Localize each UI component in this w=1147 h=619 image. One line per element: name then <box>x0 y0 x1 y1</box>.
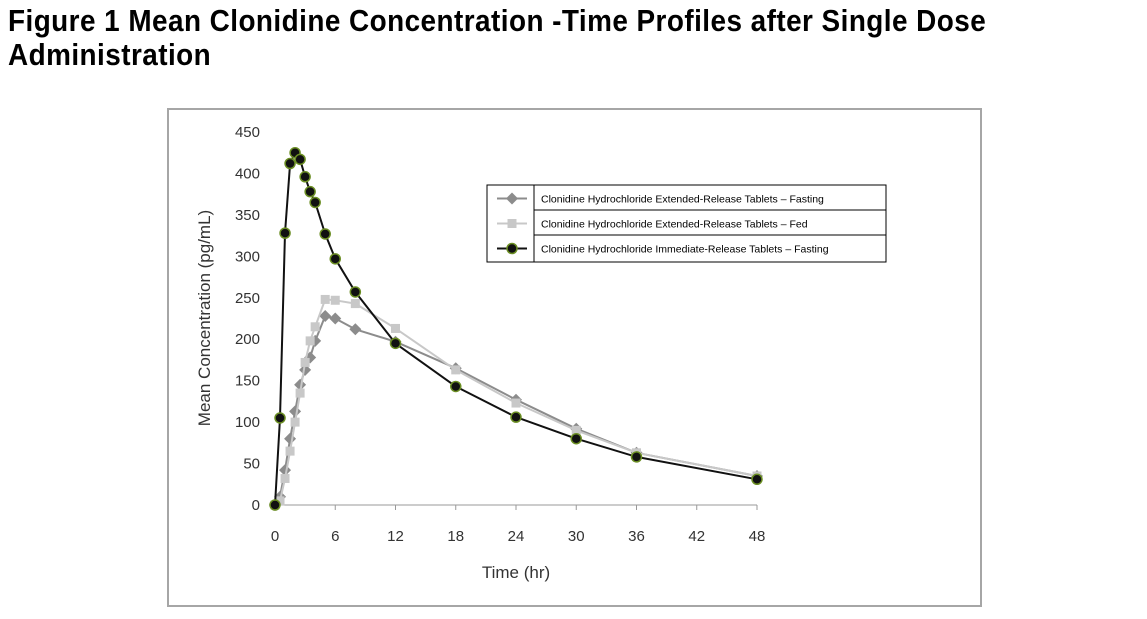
data-point <box>451 365 461 375</box>
legend: Clonidine Hydrochloride Extended-Release… <box>486 184 887 263</box>
data-point <box>630 451 643 463</box>
data-point <box>329 253 341 265</box>
y-tick-label: 300 <box>235 248 260 265</box>
x-tick-label: 24 <box>508 528 525 545</box>
data-point <box>275 496 285 506</box>
data-point <box>284 157 296 170</box>
x-tick-label: 30 <box>568 528 585 545</box>
data-point <box>269 499 281 511</box>
y-tick-label: 200 <box>235 331 260 348</box>
data-point <box>319 310 332 323</box>
legend-swatch-marker <box>506 192 518 205</box>
data-point <box>305 336 315 346</box>
data-point <box>320 294 330 304</box>
data-point <box>450 380 462 393</box>
data-point <box>389 337 402 350</box>
data-point <box>279 227 291 239</box>
legend-swatch-marker <box>507 219 517 228</box>
y-tick-label: 400 <box>235 165 260 182</box>
legend-swatch <box>497 219 527 228</box>
data-point <box>289 405 302 418</box>
y-axis-label: Mean Concentration (pg/mL) <box>195 210 214 426</box>
data-point <box>274 412 286 424</box>
data-point <box>349 323 362 336</box>
y-tick-label: 150 <box>235 373 260 390</box>
x-tick-label: 18 <box>447 528 464 545</box>
x-tick-label: 36 <box>628 528 645 545</box>
series-line <box>274 151 758 506</box>
data-point <box>349 286 362 298</box>
y-tick-label: 0 <box>252 497 260 514</box>
figure-title-line-2: Administration <box>8 37 212 72</box>
y-tick-label: 350 <box>235 207 260 224</box>
x-tick-label: 12 <box>387 528 404 545</box>
legend-entry-label: Clonidine Hydrochloride Immediate-Releas… <box>541 244 829 256</box>
data-point <box>309 196 321 209</box>
series-2 <box>270 294 762 510</box>
data-point <box>510 411 522 423</box>
figure-title: Figure 1 Mean Clonidine Concentration -T… <box>8 4 1033 72</box>
legend-box <box>486 184 887 263</box>
legend-swatch <box>497 242 527 255</box>
data-point <box>280 473 290 483</box>
data-point <box>290 417 300 427</box>
figure-title-line-1: Figure 1 Mean Clonidine Concentration -T… <box>8 3 987 38</box>
series-1 <box>269 310 763 511</box>
x-tick-label: 6 <box>331 528 339 545</box>
data-point <box>319 228 331 240</box>
legend-entry-label: Clonidine Hydrochloride Extended-Release… <box>541 219 808 231</box>
data-point <box>304 185 316 198</box>
x-tick-label: 0 <box>271 528 279 545</box>
series-3 <box>269 146 763 511</box>
legend-swatch <box>497 192 527 205</box>
data-point <box>330 295 340 305</box>
data-point <box>284 432 297 445</box>
data-point <box>295 388 305 398</box>
legend-swatch-marker <box>506 242 518 255</box>
y-tick-label: 450 <box>235 124 260 141</box>
data-point <box>571 425 581 435</box>
data-point <box>329 312 342 325</box>
data-point <box>294 153 306 166</box>
series-line <box>274 315 758 506</box>
data-point <box>350 299 360 309</box>
y-tick-label: 100 <box>235 414 260 431</box>
data-point <box>300 357 310 367</box>
data-point <box>511 398 521 408</box>
x-axis-label: Time (hr) <box>482 563 550 582</box>
y-tick-label: 50 <box>243 456 260 473</box>
y-tick-label: 250 <box>235 290 260 307</box>
chart-frame <box>167 108 982 607</box>
data-point <box>391 323 400 333</box>
x-tick-label: 48 <box>749 528 766 545</box>
data-point <box>285 446 295 456</box>
axes: 0 6 12 18 24 30 36 42 48 0 50 100 150 200 250 300 350 400… <box>235 124 765 545</box>
data-point <box>751 473 763 486</box>
x-tick-label: 42 <box>688 528 705 545</box>
data-point <box>294 378 307 391</box>
series-line <box>274 298 758 506</box>
data-point <box>310 322 320 332</box>
legend-entry-label: Clonidine Hydrochloride Extended-Release… <box>541 194 824 206</box>
series-layer <box>269 146 763 511</box>
data-point <box>570 432 582 445</box>
data-point <box>299 171 311 183</box>
